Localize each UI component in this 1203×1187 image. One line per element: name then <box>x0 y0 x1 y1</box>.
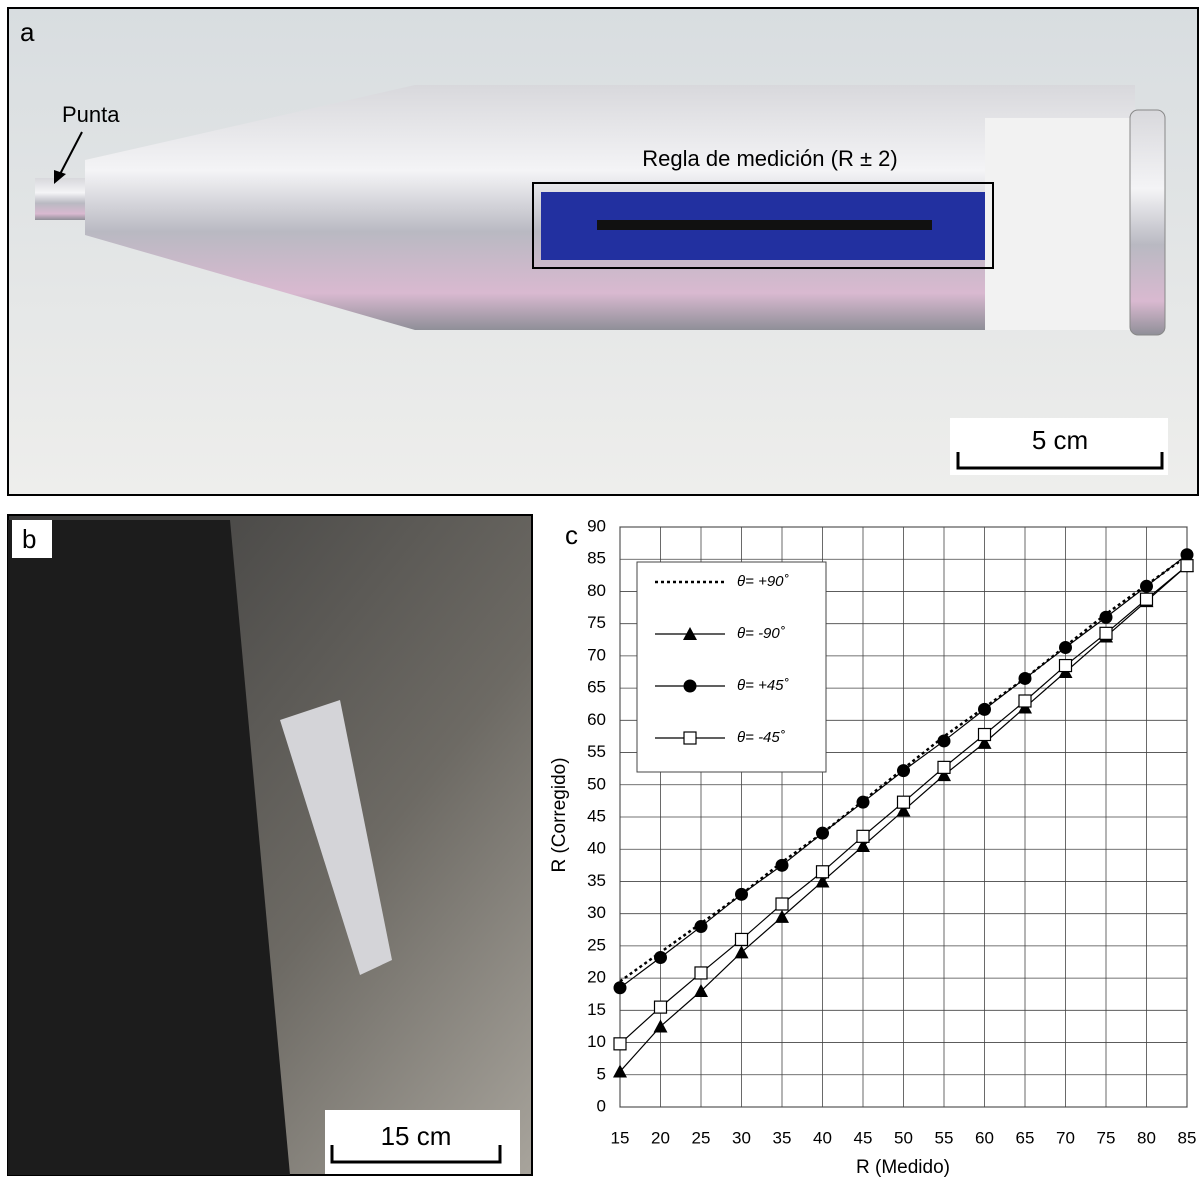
marker <box>897 764 910 777</box>
marker <box>614 1038 626 1050</box>
legend-label: θ= -45˚ <box>737 729 786 746</box>
x-tick-label: 70 <box>1056 1128 1075 1147</box>
y-tick-label: 20 <box>587 968 606 987</box>
marker <box>938 761 950 773</box>
y-tick-label: 75 <box>587 613 606 632</box>
y-tick-label: 10 <box>587 1032 606 1051</box>
marker <box>1060 660 1072 672</box>
marker <box>857 830 869 842</box>
marker <box>614 981 627 994</box>
y-tick-label: 50 <box>587 774 606 793</box>
marker <box>695 920 708 933</box>
y-tick-label: 40 <box>587 839 606 858</box>
y-tick-label: 5 <box>597 1064 606 1083</box>
marker <box>816 827 829 840</box>
x-tick-label: 50 <box>894 1128 913 1147</box>
y-tick-label: 30 <box>587 903 606 922</box>
x-tick-label: 60 <box>975 1128 994 1147</box>
marker <box>1181 560 1193 572</box>
x-tick-label: 75 <box>1097 1128 1116 1147</box>
marker <box>1019 695 1031 707</box>
annotation: Regla de medición (R ± 2) <box>642 146 897 171</box>
x-tick-label: 35 <box>773 1128 792 1147</box>
y-tick-label: 15 <box>587 1000 606 1019</box>
marker <box>1019 672 1032 685</box>
marker <box>817 866 829 878</box>
page: a Punta Regla de medición (R ± 2) 5 cm b… <box>0 0 1203 1187</box>
scale-label: 5 cm <box>1032 425 1088 455</box>
y-tick-label: 90 <box>587 516 606 535</box>
marker <box>1140 580 1153 593</box>
marker <box>695 967 707 979</box>
x-tick-label: 30 <box>732 1128 751 1147</box>
y-tick-label: 80 <box>587 581 606 600</box>
marker <box>978 703 991 716</box>
y-tick-label: 70 <box>587 645 606 664</box>
x-tick-label: 45 <box>854 1128 873 1147</box>
x-tick-label: 55 <box>935 1128 954 1147</box>
y-tick-label: 0 <box>597 1096 606 1115</box>
legend-box <box>637 562 826 772</box>
y-tick-label: 85 <box>587 549 606 568</box>
x-tick-label: 65 <box>1016 1128 1035 1147</box>
legend: θ= +90˚ θ= -90˚ θ= +45˚ θ= -45˚ <box>637 562 826 772</box>
marker <box>938 734 951 747</box>
marker <box>1059 641 1072 654</box>
panel-a: a Punta Regla de medición (R ± 2) 5 cm <box>8 8 1198 495</box>
marker <box>776 859 789 872</box>
x-tick-label: 40 <box>813 1128 832 1147</box>
annotation: Punta <box>62 102 120 127</box>
marker <box>654 951 667 964</box>
legend-label: θ= +90˚ <box>737 573 790 590</box>
end-cap <box>1130 110 1165 335</box>
marker <box>1100 627 1112 639</box>
y-tick-label: 45 <box>587 806 606 825</box>
y-axis-title: R (Corregido) <box>549 757 570 872</box>
marker <box>684 732 696 744</box>
x-tick-label: 25 <box>692 1128 711 1147</box>
marker <box>655 1001 667 1013</box>
marker <box>1100 611 1113 624</box>
x-axis-title: R (Medido) <box>856 1157 950 1178</box>
label-sticker <box>985 118 1133 330</box>
y-tick-label: 35 <box>587 871 606 890</box>
panel-label: c <box>565 520 578 550</box>
scale-label: 15 cm <box>381 1121 452 1151</box>
y-tick-label: 25 <box>587 935 606 954</box>
marker <box>857 796 870 809</box>
x-tick-label: 80 <box>1137 1128 1156 1147</box>
marker <box>776 898 788 910</box>
panel-label: b <box>22 524 36 554</box>
marker <box>736 933 748 945</box>
legend-label: θ= -90˚ <box>737 625 786 642</box>
legend-label: θ= +45˚ <box>737 677 790 694</box>
y-tick-label: 65 <box>587 678 606 697</box>
x-tick-label: 15 <box>611 1128 630 1147</box>
x-tick-label: 85 <box>1178 1128 1197 1147</box>
figure: a Punta Regla de medición (R ± 2) 5 cm b… <box>0 0 1203 1182</box>
marker <box>1141 593 1153 605</box>
marker <box>979 729 991 741</box>
panel-b: b 15 cm <box>8 515 532 1175</box>
marker <box>684 680 697 693</box>
ruler-slot <box>597 220 932 230</box>
y-tick-label: 55 <box>587 742 606 761</box>
marker <box>735 888 748 901</box>
chart: c R (Medido) R (Corregido) 0 5 10 15 20 25 30 3… <box>549 516 1196 1178</box>
panel-label: a <box>20 17 35 47</box>
marker <box>898 796 910 808</box>
hammer-tip <box>35 178 90 220</box>
x-tick-label: 20 <box>651 1128 670 1147</box>
y-tick-label: 60 <box>587 710 606 729</box>
